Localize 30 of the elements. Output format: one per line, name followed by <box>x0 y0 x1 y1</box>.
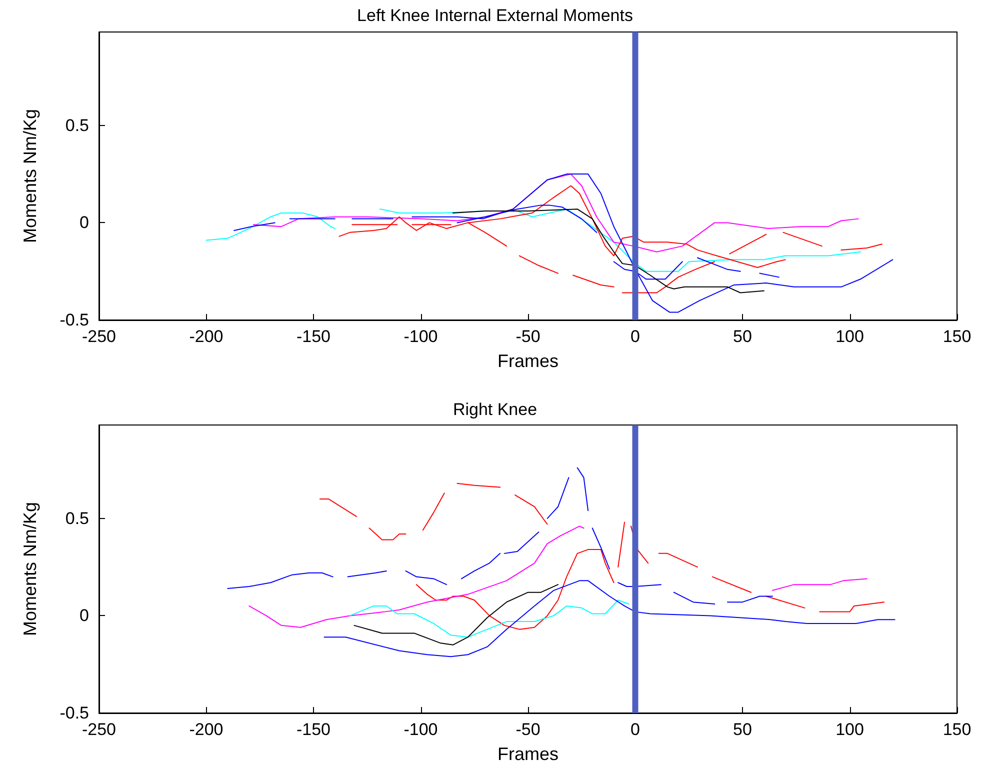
y-tick-label: -0.5 <box>60 704 89 722</box>
x-tick-label: 100 <box>836 720 864 739</box>
chart-title: Right Knee <box>452 400 538 419</box>
x-tick-label: -250 <box>82 327 116 346</box>
x-tick-label: -150 <box>296 720 331 739</box>
x-tick-label: -250 <box>82 720 116 739</box>
x-tick-label: 50 <box>733 720 752 739</box>
y-tick-label: 0 <box>80 213 89 232</box>
chart-title: Left Knee Internal External Moments <box>357 6 633 25</box>
y-axis-title: Moments Nm/Kg <box>20 108 40 244</box>
x-tick-label: -150 <box>296 327 331 346</box>
x-tick-label: 100 <box>836 327 864 346</box>
y-axis-title: Moments Nm/Kg <box>20 502 40 636</box>
x-tick-label: 50 <box>733 327 752 346</box>
x-axis-title: Frames <box>497 744 559 764</box>
y-tick-label: 0 <box>80 606 89 626</box>
x-tick-label: -200 <box>189 327 224 346</box>
y-tick-label: 0.5 <box>65 508 89 528</box>
x-tick-label: 0 <box>630 720 640 739</box>
x-tick-label: 0 <box>630 327 640 346</box>
x-tick-label: 150 <box>942 327 972 346</box>
x-tick-label: -100 <box>404 720 438 739</box>
x-tick-label: 150 <box>942 720 972 739</box>
x-tick-label: -200 <box>189 720 224 739</box>
x-tick-label: -50 <box>516 720 540 739</box>
x-tick-label: -100 <box>404 327 438 346</box>
x-axis-title: Frames <box>497 351 559 371</box>
y-tick-label: 0.5 <box>65 116 89 135</box>
x-tick-label: -50 <box>516 327 540 346</box>
y-tick-label: -0.5 <box>60 310 89 330</box>
